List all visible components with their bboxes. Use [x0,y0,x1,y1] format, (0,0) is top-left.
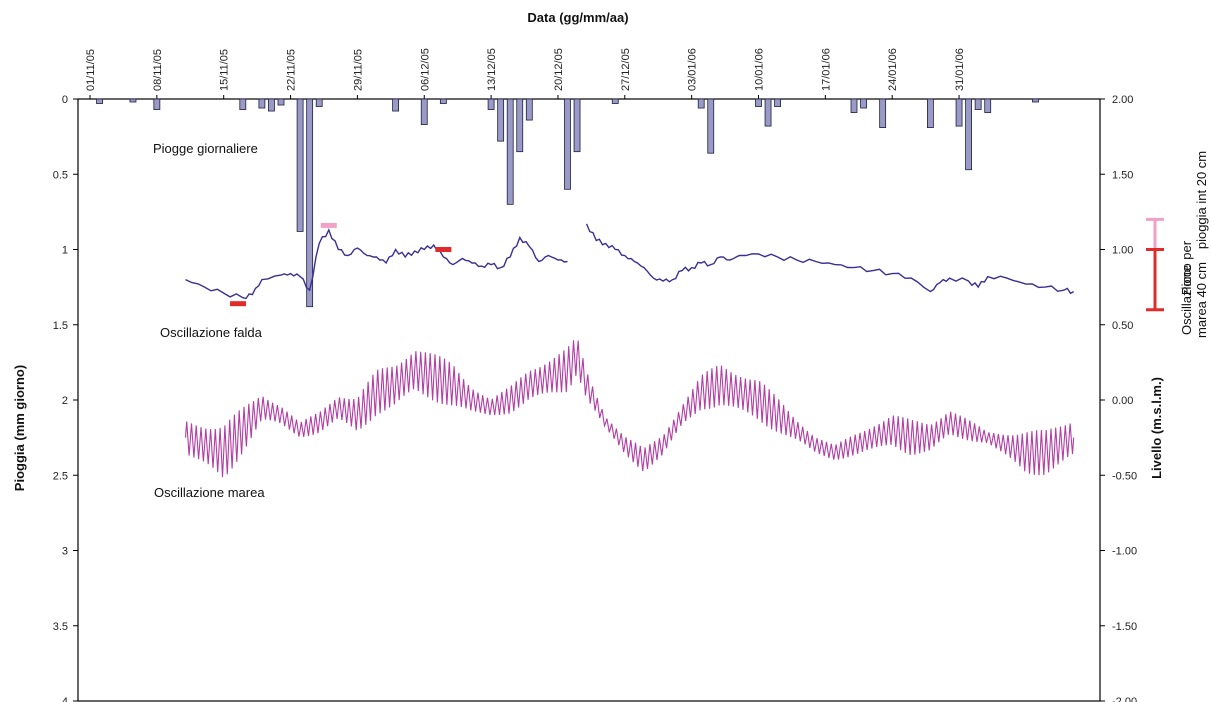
right-tick-label: -1.00 [1112,546,1137,558]
left-tick-label: 0 [62,94,68,106]
x-axis: 01/11/05 08/11/05 15/11/05 22/11/05 29/11/05… [85,48,966,99]
rain-bar [764,98,772,127]
annotation-rain: Piogge giornaliere [153,141,258,156]
rain-bar [879,98,887,128]
rain-bar [516,98,524,153]
right-tick-label: 1.00 [1112,245,1133,257]
x-tick-label: 15/11/05 [219,49,231,91]
left-axis: 0 0.5 1 1.5 2 2.5 3 3.5 4 [53,94,78,702]
rain-bar [497,98,505,142]
rain-bar [984,98,992,113]
rain-bar [487,98,495,110]
x-tick-label: 01/11/05 [85,49,97,91]
rain-bar [755,98,762,107]
annotation-marea: Oscillazione marea [154,485,265,500]
left-tick-label: 1 [62,245,68,257]
rain-bar [525,98,533,121]
rain-bar [420,98,428,125]
rain-bar [306,98,314,308]
left-tick-label: 3.5 [53,621,68,633]
red-marker-segment [435,247,452,252]
rain-bar [258,98,266,109]
rain-bar [955,98,963,127]
x-tick-label: 27/12/05 [620,48,632,91]
rain-bar [974,98,982,110]
red-marker-segment [230,301,247,307]
left-tick-label: 2 [62,395,68,407]
rain-bar [965,98,972,171]
rain-bar [239,98,247,110]
left-tick-label: 3 [62,546,68,558]
x-tick-label: 22/11/05 [286,49,298,91]
rain-bar [506,98,514,205]
rain-bar [439,98,447,104]
tide-series [184,340,1075,478]
rain-bar [129,98,137,103]
rain-bar [268,98,275,112]
x-tick-label: 06/12/05 [419,48,431,91]
x-tick-label: 31/01/06 [954,48,966,91]
x-tick-label: 08/11/05 [152,49,164,91]
rain-bar [707,98,715,154]
rain-bar [573,98,581,153]
groundwater-line [585,223,1075,295]
plot-frame [77,98,1101,702]
groundwater-line [185,228,568,300]
right-tick-label: 2.00 [1112,94,1133,106]
side-range-indicator [1146,217,1164,312]
side-label-picco-2: pioggia int 20 cm [1194,151,1209,249]
x-tick-label: 13/12/05 [486,48,498,91]
pink-marker-segment [320,222,337,228]
rain-bar [392,98,400,112]
right-tick-label: -1.50 [1112,621,1137,633]
x-tick-label: 29/11/05 [352,49,364,91]
rain-bar [96,98,103,104]
x-tick-label: 24/01/06 [887,48,899,91]
rain-bar [564,98,571,190]
rain-bar [1032,98,1039,103]
rain-bar [296,98,304,232]
rain-bar [153,98,161,110]
right-tick-label: 0.50 [1112,320,1133,332]
right-axis: 2.00 1.50 1.00 0.50 0.00 -0.50 -1.00 -1.50 -2.00 [1100,94,1137,702]
x-axis-title: Data (gg/mm/aa) [527,10,628,25]
left-tick-label: 2.5 [53,470,68,482]
rain-bar [850,98,858,113]
right-tick-label: -2.00 [1112,696,1137,702]
annotation-falda: Oscillazione falda [160,325,263,340]
left-tick-label: 0.5 [53,169,68,181]
rain-bar [315,98,323,107]
left-tick-label: 1.5 [53,320,68,332]
x-tick-label: 17/01/06 [820,48,832,91]
right-tick-label: 0.00 [1112,395,1133,407]
rain-bar [611,98,619,104]
marker-segments [230,222,452,307]
x-tick-label: 03/01/06 [687,48,699,91]
x-tick-label: 20/12/05 [553,48,565,91]
rain-bar [277,98,285,106]
groundwater-series [185,223,1075,300]
left-axis-title: Pioggia (mm giorno) [12,365,27,491]
right-tick-label: -0.50 [1112,470,1137,482]
side-label-osc-1: Oscillazione [1179,265,1194,335]
rain-bar [860,98,867,109]
side-label-picco-1: Picco per [1179,240,1194,295]
rain-bar [927,98,934,128]
right-tick-label: 1.50 [1112,169,1133,181]
tide-line [184,340,1075,478]
rain-bar [697,98,705,109]
side-label-osc-2: marea 40 cm [1194,262,1209,338]
right-axis-title: Livello (m.s.l.m.) [1149,377,1164,479]
rain-bars-series [96,98,1039,308]
x-tick-label: 10/01/06 [754,48,766,91]
left-tick-label: 4 [62,696,68,702]
rain-bar [774,98,781,107]
